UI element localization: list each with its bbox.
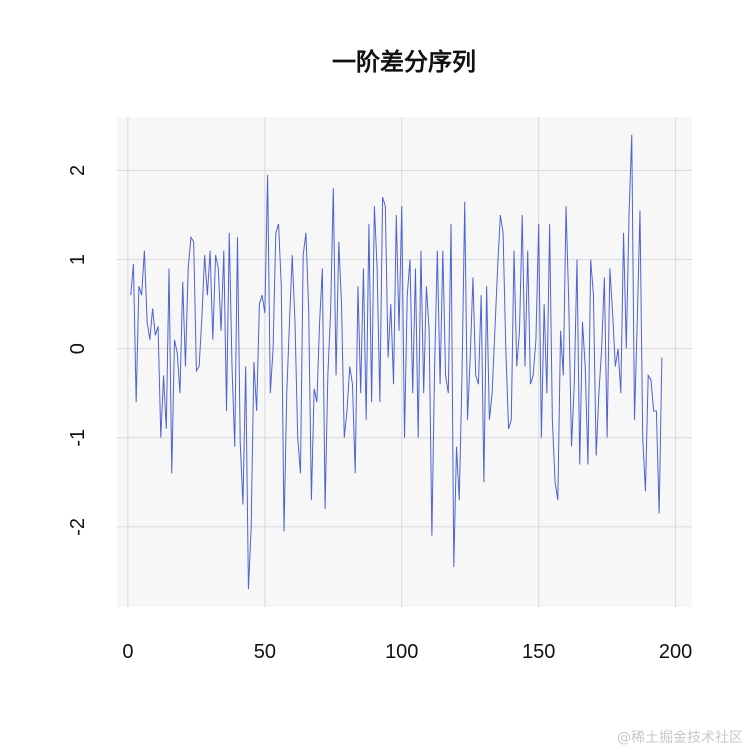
chart-title: 一阶差分序列	[332, 47, 476, 76]
x-tick-label: 200	[659, 641, 692, 663]
y-tick-label: 2	[67, 165, 89, 176]
watermark: @稀土掘金技术社区	[617, 730, 743, 746]
x-tick-label: 0	[122, 641, 133, 663]
x-tick-label: 50	[254, 641, 276, 663]
y-tick-label: 1	[67, 254, 89, 265]
y-tick-label: -2	[67, 518, 89, 536]
plot-panel	[117, 117, 692, 607]
x-axis-ticks: 0 50 100 150 200	[122, 641, 692, 663]
y-tick-label: 0	[67, 343, 89, 354]
y-tick-label: -1	[67, 429, 89, 447]
x-tick-label: 100	[385, 641, 418, 663]
series-line	[130, 134, 663, 590]
x-gridlines	[127, 117, 677, 607]
y-axis-ticks: -2 -1 0 1 2	[67, 165, 89, 536]
x-tick-label: 150	[522, 641, 555, 663]
